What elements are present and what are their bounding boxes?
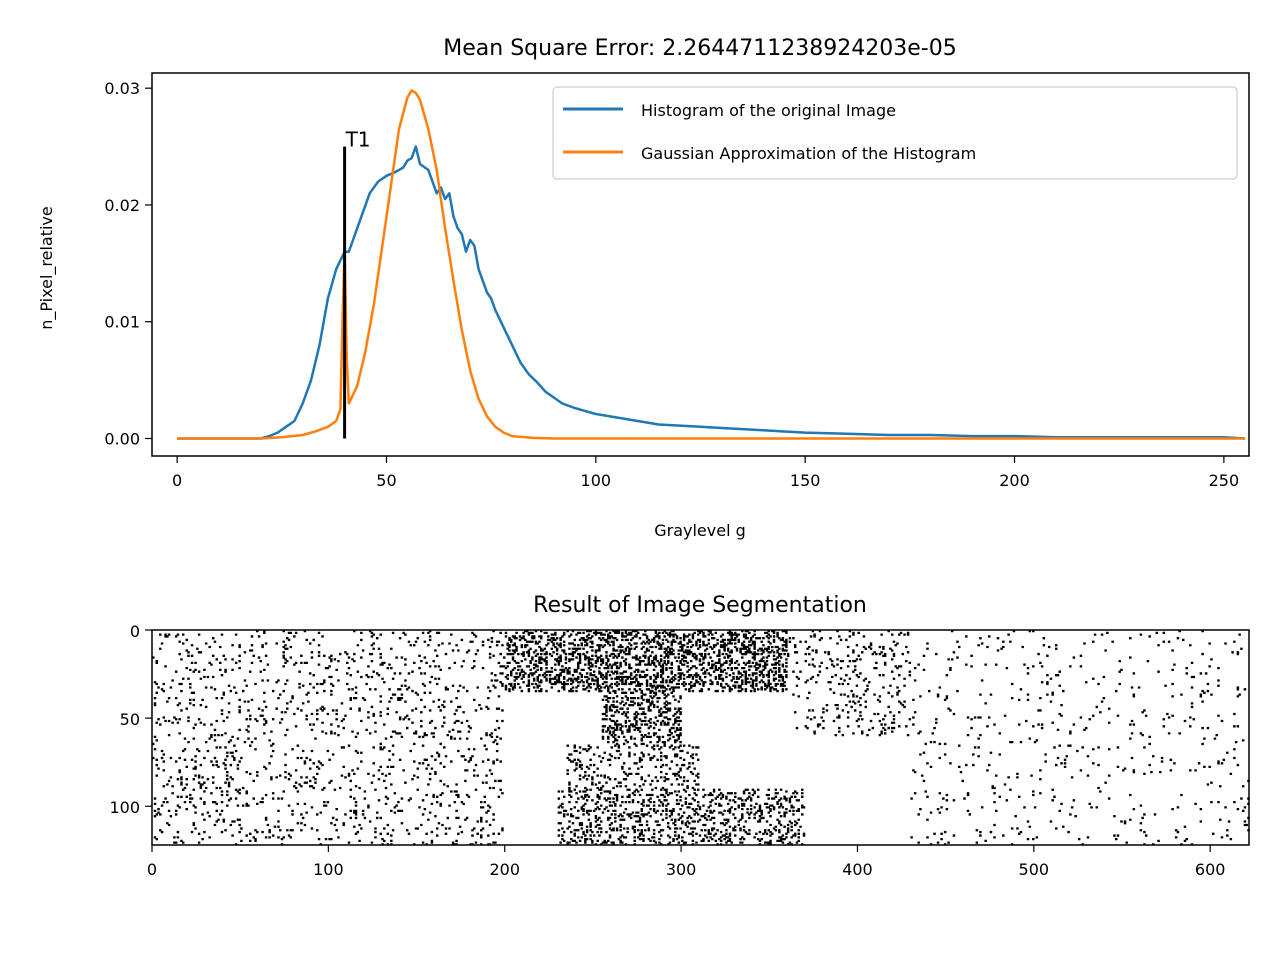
x-tick-label: 250 (1209, 471, 1240, 490)
legend-entry-histogram: Histogram of the original Image (641, 101, 896, 120)
y-tick-label: 0 (130, 622, 140, 641)
histogram-x-ticks: 0 50 100 150 200 250 (172, 456, 1239, 490)
gaussian-series-line (177, 89, 1245, 440)
histogram-series-line (177, 145, 1245, 440)
x-tick-label: 300 (666, 860, 697, 879)
x-tick-label: 150 (790, 471, 821, 490)
segmentation-y-ticks: 0 50 100 (109, 622, 152, 817)
y-tick-label: 0.02 (104, 196, 140, 215)
y-tick-label: 0.03 (104, 79, 140, 98)
histogram-chart: Mean Square Error: 2.2644711238924203e-0… (37, 36, 1250, 540)
x-tick-label: 500 (1019, 860, 1050, 879)
threshold-label: T1 (345, 128, 371, 152)
y-tick-label: 100 (109, 798, 140, 817)
segmentation-x-ticks: 0 100 200 300 400 500 600 (147, 845, 1226, 879)
x-tick-label: 200 (999, 471, 1030, 490)
histogram-y-ticks: 0.00 0.01 0.02 0.03 (104, 79, 152, 448)
x-tick-label: 50 (376, 471, 396, 490)
histogram-axes-frame (151, 72, 1250, 457)
x-tick-label: 200 (489, 860, 520, 879)
y-tick-label: 0.00 (104, 429, 140, 448)
segmentation-title: Result of Image Segmentation (533, 593, 867, 618)
segmentation-image (152, 630, 1250, 846)
segmentation-axes-frame (151, 629, 1250, 846)
histogram-title: Mean Square Error: 2.2644711238924203e-0… (443, 36, 956, 61)
histogram-x-label: Graylevel g (654, 521, 746, 540)
legend-entry-gaussian: Gaussian Approximation of the Histogram (641, 144, 976, 163)
legend-box (552, 86, 1238, 180)
x-tick-label: 0 (172, 471, 182, 490)
x-tick-label: 100 (581, 471, 612, 490)
y-tick-label: 0.01 (104, 313, 140, 332)
histogram-y-label: n_Pixel_relative (37, 206, 57, 330)
x-tick-label: 600 (1195, 860, 1226, 879)
segmentation-dark-pixels (152, 630, 1250, 846)
legend: Histogram of the original Image Gaussian… (552, 86, 1238, 180)
segmentation-chart: Result of Image Segmentation 0 100 200 300 4… (109, 593, 1250, 879)
x-tick-label: 0 (147, 860, 157, 879)
y-tick-label: 50 (120, 710, 140, 729)
x-tick-label: 400 (842, 860, 873, 879)
x-tick-label: 100 (313, 860, 344, 879)
